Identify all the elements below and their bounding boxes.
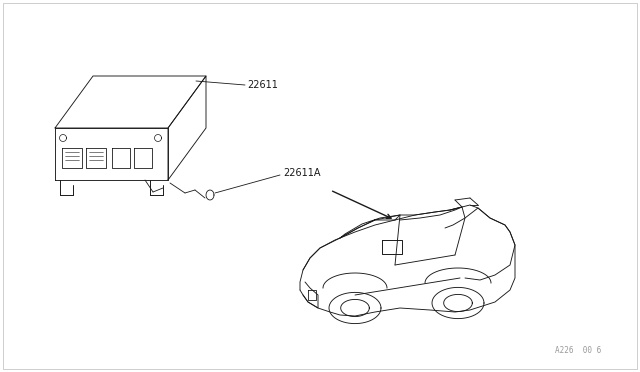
- Text: 22611: 22611: [247, 80, 278, 90]
- Text: 22611A: 22611A: [283, 168, 321, 178]
- Text: A226  00 6: A226 00 6: [555, 346, 601, 355]
